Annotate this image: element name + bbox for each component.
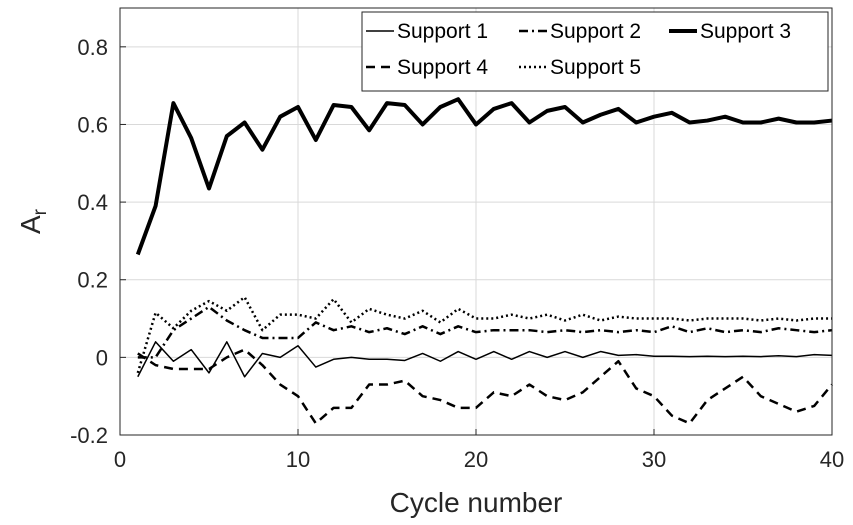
y-tick-label: 0.8 — [77, 35, 108, 60]
legend-label-support-4: Support 4 — [397, 56, 488, 79]
legend-label-support-1: Support 1 — [397, 20, 488, 43]
series-line-support-1 — [137, 341, 833, 378]
series-line-support-2 — [137, 305, 833, 359]
y-axis-label: Ar — [15, 208, 51, 234]
x-tick-label: 30 — [642, 447, 666, 472]
y-tick-label: 0.6 — [77, 112, 108, 137]
legend-label-support-3: Support 3 — [700, 20, 791, 43]
y-axis-label-subscript: r — [30, 208, 51, 215]
legend-label-support-2: Support 2 — [550, 20, 641, 43]
series-line-support-3 — [135, 97, 833, 256]
y-tick-label: -0.2 — [70, 423, 108, 448]
y-axis-ticks: -0.2 0 0.2 0.4 0.6 0.8 — [70, 35, 126, 448]
y-tick-label: 0 — [96, 345, 108, 370]
y-axis-label-main: A — [15, 215, 46, 234]
x-tick-label: 10 — [286, 447, 310, 472]
y-tick-label: 0.2 — [77, 268, 108, 293]
legend-label-support-5: Support 5 — [550, 56, 641, 79]
x-axis-label: Cycle number — [390, 487, 563, 518]
x-tick-label: 20 — [464, 447, 488, 472]
x-axis-ticks: 0 10 20 30 40 — [114, 429, 844, 472]
x-tick-label: 0 — [114, 447, 126, 472]
legend: Support 1 Support 2 Support 3 Support 4 Supp… — [361, 11, 829, 92]
series-line-support-4 — [137, 348, 833, 425]
x-tick-label: 40 — [820, 447, 844, 472]
y-tick-label: 0.4 — [77, 190, 108, 215]
series-layer — [135, 97, 833, 425]
legend-box — [361, 11, 829, 92]
